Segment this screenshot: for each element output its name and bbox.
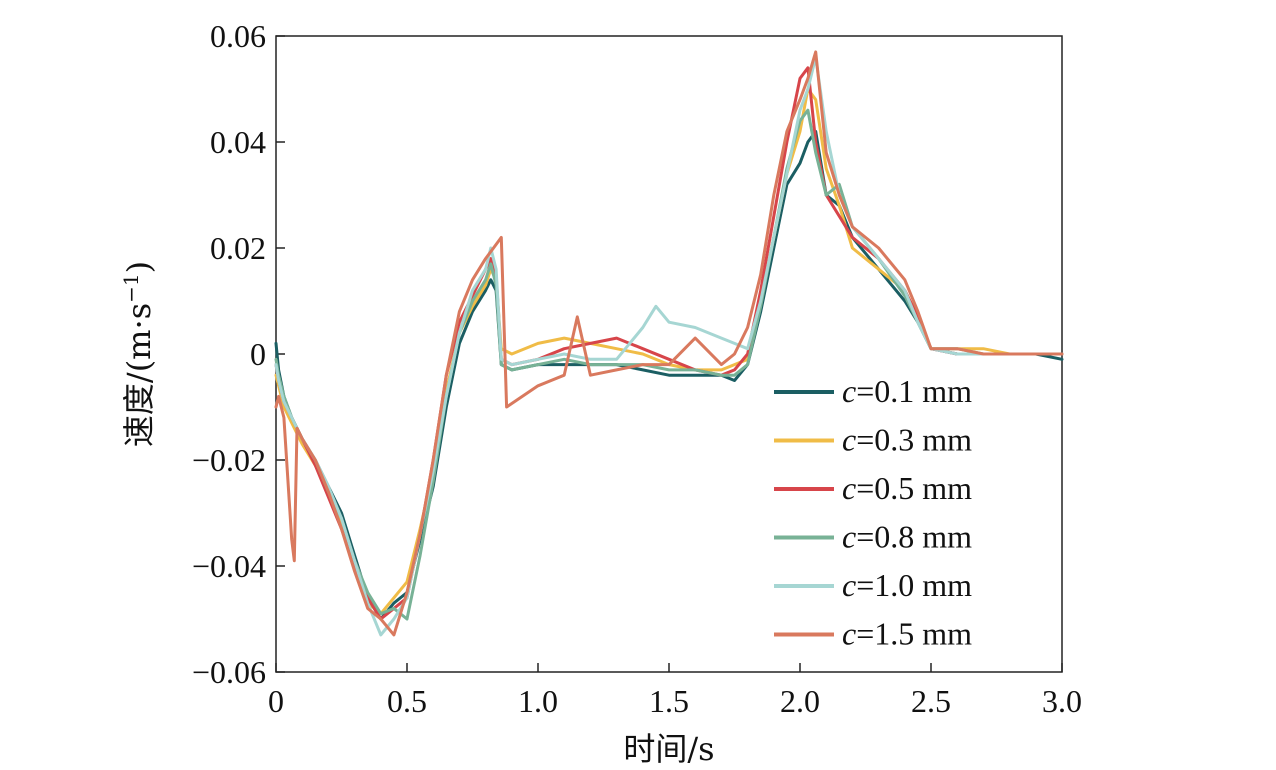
y-tick-label: 0.02 (210, 230, 266, 266)
legend-label: c=1.0 mm (842, 567, 972, 603)
series-line-5 (274, 55, 1064, 637)
y-axis-title: 速度/(m·s−1) (119, 261, 158, 447)
y-axis-title-sup: −1 (119, 273, 143, 302)
y-tick-label: 0 (250, 336, 266, 372)
legend-label: c=0.1 mm (842, 373, 972, 409)
legend-label-value: =0.5 mm (856, 470, 972, 506)
legend-label-var: c (842, 373, 856, 409)
y-axis-title-main: 速度/(m·s (120, 303, 158, 447)
x-axis-title: 时间/s (623, 730, 714, 768)
legend-label-var: c (842, 470, 856, 506)
x-tick-label: 1.5 (649, 683, 689, 719)
legend-label-var: c (842, 567, 856, 603)
legend-label: c=0.3 mm (842, 422, 972, 458)
legend-label: c=0.8 mm (842, 519, 972, 555)
legend-label-var: c (842, 519, 856, 555)
legend-label-value: =0.3 mm (856, 422, 972, 458)
x-tick-label: 0 (268, 683, 284, 719)
y-tick-label: −0.06 (192, 654, 266, 690)
tick-labels: 0 0.5 1.0 1.5 2.0 2.5 3.0 −0.06 −0.04 −0.02 0 0.02 0… (192, 18, 1082, 719)
y-tick-label: −0.02 (192, 442, 266, 478)
legend-label: c=0.5 mm (842, 470, 972, 506)
legend-label-value: =0.8 mm (856, 519, 972, 555)
y-tick-label: 0.06 (210, 18, 266, 54)
tick-marks (275, 35, 1063, 673)
legend-label-var: c (842, 422, 856, 458)
x-tick-label: 2.5 (911, 683, 951, 719)
legend-label-value: =0.1 mm (856, 373, 972, 409)
x-tick-label: 2.0 (780, 683, 820, 719)
y-tick-label: −0.04 (192, 548, 266, 584)
legend-label: c=1.5 mm (842, 616, 972, 652)
legend-label-var: c (842, 616, 856, 652)
legend: c=0.1 mmc=0.3 mmc=0.5 mmc=0.8 mmc=1.0 mm… (774, 373, 972, 652)
x-tick-label: 0.5 (387, 683, 427, 719)
y-tick-label: 0.04 (210, 124, 266, 160)
x-tick-label: 3.0 (1042, 683, 1082, 719)
series-lines (274, 50, 1064, 637)
legend-label-value: =1.0 mm (856, 567, 972, 603)
legend-label-value: =1.5 mm (856, 616, 972, 652)
y-axis-title-close: ) (120, 261, 158, 273)
series-line-6 (274, 50, 1064, 637)
x-tick-label: 1.0 (518, 683, 558, 719)
